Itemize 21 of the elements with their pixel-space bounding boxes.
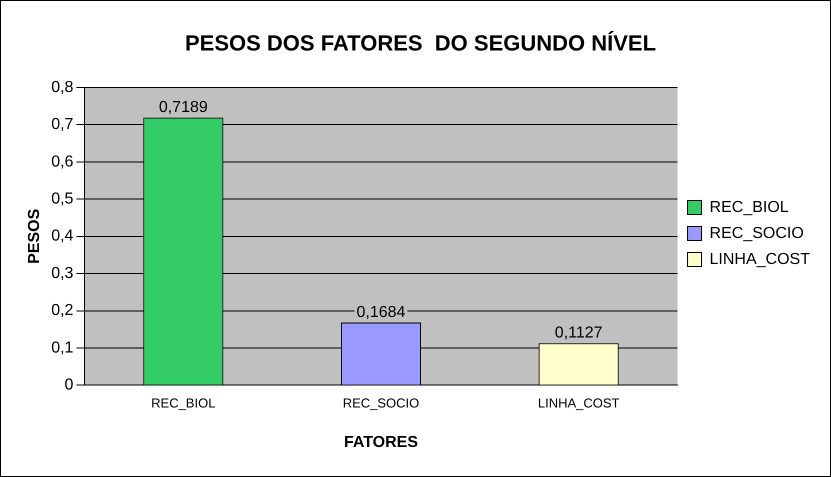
y-tick-label: 0,4 [51,228,74,245]
y-tick-label: 0,5 [51,190,74,208]
x-tick-label: LINHA_COST [538,396,620,411]
data-label: 0,1684 [356,304,406,321]
y-axis-title: PESOS [26,208,44,264]
y-tick-label: 0,6 [51,153,74,170]
y-tick-label: 0,1 [51,339,74,356]
x-tick-label: REC_SOCIO [342,396,420,411]
y-tick-label: 0 [64,376,74,394]
y-tick-label: 0,8 [51,78,74,96]
x-axis-title: FATORES [344,434,418,451]
y-tick-label: 0,2 [51,302,74,320]
data-label: 0,1127 [554,324,603,342]
legend-label: LINHA_COST [710,250,810,268]
legend-label: REC_SOCIO [710,224,804,242]
chart-title: PESOS DOS FATORES DO SEGUNDO NÍVEL [184,30,656,56]
x-tick-label: REC_BIOL [151,396,216,411]
y-tick-label: 0,7 [51,116,74,134]
legend-label: REC_BIOL [710,198,789,216]
data-label: 0,7189 [158,98,208,116]
y-tick-label: 0,3 [51,264,74,282]
